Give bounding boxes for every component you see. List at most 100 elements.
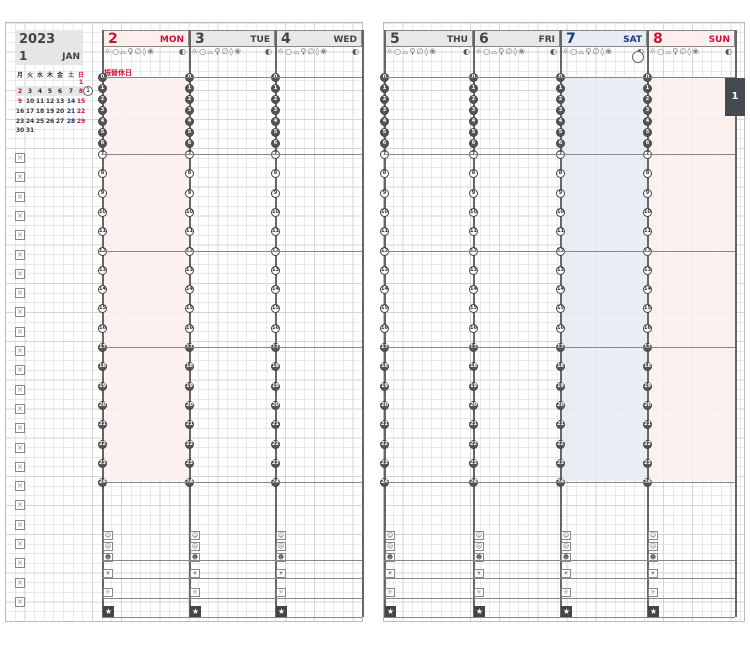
mood-face-icon[interactable]: ☻ <box>190 553 200 562</box>
checkbox[interactable]: × <box>15 442 25 453</box>
star-icon[interactable]: ★ <box>385 606 396 617</box>
mini-calendar-date[interactable]: 25 <box>35 118 45 125</box>
mini-calendar-date[interactable]: 12 <box>45 98 55 105</box>
week-number-marker[interactable]: 1 <box>83 86 93 96</box>
checkbox[interactable]: × <box>15 596 25 607</box>
mini-calendar-date[interactable]: 15 <box>76 98 86 105</box>
day-header-thu[interactable]: 5 THU <box>384 30 473 47</box>
mood-face-icon[interactable]: ☹ <box>385 542 395 551</box>
mini-calendar-date[interactable]: 4 <box>37 88 43 95</box>
checkbox[interactable]: × <box>15 384 25 395</box>
mini-calendar-date[interactable]: 22 <box>76 108 86 115</box>
checkbox[interactable]: × <box>15 481 25 492</box>
checkbox[interactable]: × <box>15 268 25 279</box>
mini-calendar-date[interactable]: 5 <box>47 88 53 95</box>
mini-calendar-date[interactable]: 27 <box>55 118 65 125</box>
star-icon[interactable]: ★ <box>648 606 659 617</box>
week-tab[interactable]: 1 <box>725 78 745 116</box>
mood-face-icon[interactable]: ☺ <box>385 531 395 540</box>
checkbox[interactable]: × <box>15 191 25 202</box>
mood-face-icon[interactable]: ☹ <box>276 542 286 551</box>
mini-calendar-date[interactable]: 17 <box>25 108 35 115</box>
mood-face-icon[interactable]: ☹ <box>648 542 658 551</box>
mini-calendar-date[interactable]: 21 <box>66 108 76 115</box>
sat-circle[interactable] <box>632 51 644 63</box>
mood-face-icon[interactable]: ☻ <box>385 553 395 562</box>
mini-calendar-date[interactable]: 30 <box>15 127 25 134</box>
weather-icons[interactable]: ☼○⌓♀∅◊❀ <box>649 47 700 56</box>
star-icon[interactable]: ★ <box>103 606 114 617</box>
checkbox[interactable]: × <box>15 365 25 376</box>
mood-face-icon[interactable]: ☺ <box>190 531 200 540</box>
day-header-sun[interactable]: 8 SUN <box>647 30 735 47</box>
checkbox[interactable]: × <box>15 403 25 414</box>
checkbox[interactable]: × <box>15 558 25 569</box>
mini-calendar-date[interactable]: 14 <box>66 98 76 105</box>
mood-face-icon[interactable]: ☻ <box>561 553 571 562</box>
checkbox[interactable]: × <box>15 461 25 472</box>
checkbox[interactable]: × <box>15 210 25 221</box>
mood-face-icon[interactable]: ☹ <box>103 542 113 551</box>
weather-icons[interactable]: ☼○⌓♀∅◊❀ <box>562 47 613 56</box>
mini-calendar-date[interactable]: 29 <box>76 118 86 125</box>
mini-calendar-date[interactable]: 8 <box>78 88 84 95</box>
mini-calendar-date[interactable]: 18 <box>35 108 45 115</box>
weather-icons[interactable]: ☼○⌓♀∅◊❀ <box>104 47 155 56</box>
mood-face-icon[interactable]: ☹ <box>474 542 484 551</box>
checkbox[interactable]: × <box>15 326 25 337</box>
mini-calendar-date[interactable]: 2 <box>17 88 23 95</box>
mini-calendar-date[interactable]: 11 <box>35 98 45 105</box>
mini-calendar-date[interactable]: 3 <box>27 88 33 95</box>
mini-calendar-date[interactable]: 19 <box>45 108 55 115</box>
mood-face-icon[interactable]: ☹ <box>561 542 571 551</box>
checkbox[interactable]: × <box>15 307 25 318</box>
checkbox[interactable]: × <box>15 230 25 241</box>
weather-icons[interactable]: ☼○⌓♀∅◊❀ <box>191 47 242 56</box>
mini-calendar-date[interactable]: 1 <box>78 79 84 86</box>
checkbox[interactable]: × <box>15 423 25 434</box>
mood-face-icon[interactable]: ☺ <box>103 531 113 540</box>
mood-face-icon[interactable]: ☺ <box>648 531 658 540</box>
star-icon[interactable]: ★ <box>561 606 572 617</box>
mood-face-icon[interactable]: ☺ <box>276 531 286 540</box>
checkbox[interactable]: × <box>15 346 25 356</box>
checkbox[interactable]: × <box>15 539 25 549</box>
mini-calendar-date[interactable]: 31 <box>25 127 35 134</box>
mini-calendar-date[interactable]: 16 <box>15 108 25 115</box>
mini-calendar-date[interactable]: 26 <box>45 118 55 125</box>
mini-calendar-date[interactable]: 28 <box>66 118 76 125</box>
mini-calendar-date[interactable]: 23 <box>15 118 25 125</box>
mini-calendar-date[interactable]: 9 <box>17 98 23 105</box>
mood-face-icon[interactable]: ☻ <box>474 553 484 562</box>
mood-face-icon[interactable]: ☺ <box>561 531 571 540</box>
star-icon[interactable]: ★ <box>190 606 201 617</box>
checkbox[interactable]: × <box>15 172 25 183</box>
checkbox[interactable]: × <box>15 249 25 260</box>
checkbox[interactable]: × <box>15 288 25 299</box>
day-header-sat[interactable]: 7 SAT <box>560 30 647 47</box>
mini-calendar-date[interactable]: 10 <box>25 98 35 105</box>
weather-icons[interactable]: ☼○⌓♀∅◊❀ <box>386 47 437 56</box>
checkbox[interactable]: × <box>15 153 25 163</box>
weather-icons[interactable]: ☼○⌓♀∅◊❀ <box>475 47 526 56</box>
star-icon[interactable]: ★ <box>474 606 485 617</box>
mood-face-icon[interactable]: ☻ <box>276 553 286 562</box>
day-header-wed[interactable]: 4 WED <box>275 30 362 47</box>
mini-calendar-date[interactable]: 6 <box>57 88 63 95</box>
mini-calendar-date[interactable]: 20 <box>55 108 65 115</box>
weather-icons[interactable]: ☼○⌓♀∅◊❀ <box>277 47 328 56</box>
checkbox[interactable]: × <box>15 500 25 511</box>
mood-face-icon[interactable]: ☻ <box>648 553 658 562</box>
checkbox[interactable]: × <box>15 519 25 530</box>
mood-face-icon[interactable]: ☹ <box>190 542 200 551</box>
star-icon[interactable]: ★ <box>276 606 287 617</box>
day-header-tue[interactable]: 3 TUE <box>189 30 275 47</box>
day-header-mon[interactable]: 2 MON <box>102 30 189 47</box>
mini-calendar-date[interactable]: 13 <box>55 98 65 105</box>
mood-face-icon[interactable]: ☻ <box>103 553 113 562</box>
mini-calendar-date[interactable]: 24 <box>25 118 35 125</box>
checkbox[interactable]: × <box>15 577 25 588</box>
mini-calendar-date[interactable]: 7 <box>68 88 74 95</box>
mood-face-icon[interactable]: ☺ <box>474 531 484 540</box>
day-header-fri[interactable]: 6 FRI <box>473 30 560 47</box>
